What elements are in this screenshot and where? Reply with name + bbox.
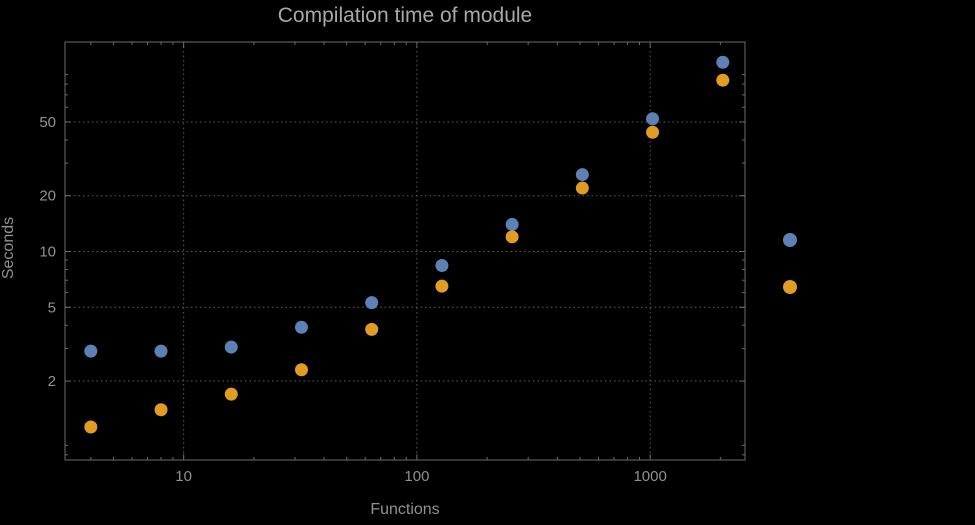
data-point-series-1 <box>224 340 238 354</box>
data-point-series-1 <box>154 344 168 358</box>
y-tick-label-10: 10 <box>39 243 56 260</box>
data-point-series-1 <box>505 217 519 231</box>
data-point-series-1 <box>435 259 449 273</box>
x-axis-label: Functions <box>370 501 440 518</box>
data-point-series-2 <box>505 230 519 244</box>
data-point-series-2 <box>435 279 449 293</box>
data-point-series-2 <box>154 403 168 417</box>
y-tick-label-5: 5 <box>48 299 56 316</box>
legend-marker-series-2 <box>783 280 797 294</box>
data-point-series-1 <box>365 296 379 310</box>
data-point-series-1 <box>575 168 589 182</box>
data-point-series-1 <box>84 344 98 358</box>
data-point-series-2 <box>294 363 308 377</box>
data-point-series-2 <box>646 125 660 139</box>
data-point-series-1 <box>294 320 308 334</box>
y-tick-label-2: 2 <box>48 373 56 390</box>
data-point-series-2 <box>716 73 730 87</box>
data-point-series-2 <box>224 387 238 401</box>
data-point-series-2 <box>575 181 589 195</box>
y-tick-label-20: 20 <box>39 188 56 205</box>
y-tick-label-50: 50 <box>39 114 56 131</box>
data-point-series-1 <box>646 112 660 126</box>
x-tick-label-10: 10 <box>175 468 192 485</box>
x-tick-label-1000: 1000 <box>633 468 666 485</box>
data-point-series-2 <box>365 322 379 336</box>
data-point-series-2 <box>84 420 98 434</box>
data-point-series-1 <box>716 55 730 69</box>
plot-frame <box>64 41 746 461</box>
x-tick-label-100: 100 <box>404 468 429 485</box>
legend-marker-series-1 <box>783 233 797 247</box>
chart-title: Compilation time of module <box>277 4 533 27</box>
